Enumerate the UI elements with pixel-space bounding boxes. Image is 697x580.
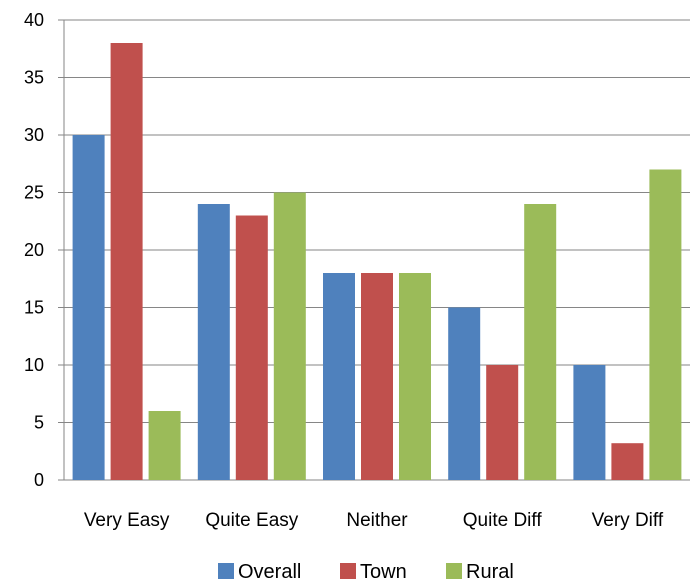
x-category-label: Neither <box>346 510 408 531</box>
y-tick-label: 30 <box>24 125 44 145</box>
y-tick-label: 15 <box>24 298 44 318</box>
x-category-label: Very Easy <box>84 510 170 531</box>
bar-town-very-diff <box>611 443 644 480</box>
y-tick-label: 20 <box>24 240 44 260</box>
legend-swatch-overall <box>218 563 234 579</box>
legend: Overall Town Rural <box>218 561 514 580</box>
bars <box>72 43 682 480</box>
bar-town-quite-easy <box>235 215 268 480</box>
bar-rural-neither <box>399 273 431 480</box>
legend-label-rural: Rural <box>466 561 514 580</box>
x-category-label: Very Diff <box>592 510 664 531</box>
x-axis-categories: Very Easy Quite Easy Neither Quite Diff Very… <box>84 510 664 531</box>
y-axis-ticks: 0 5 10 15 20 25 30 35 40 <box>24 10 44 490</box>
bar-rural-very-diff <box>649 169 682 480</box>
legend-swatch-town <box>340 563 356 579</box>
bar-overall-neither <box>323 273 355 480</box>
legend-label-town: Town <box>360 561 407 580</box>
bar-overall-very-easy <box>72 135 105 480</box>
y-tick-label: 10 <box>24 355 44 375</box>
y-tick-label: 0 <box>34 470 44 490</box>
bar-overall-quite-diff <box>448 307 481 480</box>
x-category-label: Quite Diff <box>463 510 543 531</box>
legend-swatch-rural <box>446 563 462 579</box>
y-tick-label: 5 <box>34 413 44 433</box>
bar-rural-quite-diff <box>524 204 557 480</box>
bar-town-neither <box>361 273 393 480</box>
y-tick-label: 35 <box>24 68 44 88</box>
y-tick-label: 40 <box>24 10 44 30</box>
bar-town-quite-diff <box>486 365 519 480</box>
legend-label-overall: Overall <box>238 561 301 580</box>
bar-rural-quite-easy <box>273 192 306 480</box>
bar-overall-quite-easy <box>197 204 230 480</box>
bar-town-very-easy <box>110 43 143 480</box>
bar-rural-very-easy <box>148 411 181 480</box>
y-tick-label: 25 <box>24 183 44 203</box>
bar-overall-very-diff <box>573 365 606 480</box>
x-category-label: Quite Easy <box>205 510 298 531</box>
